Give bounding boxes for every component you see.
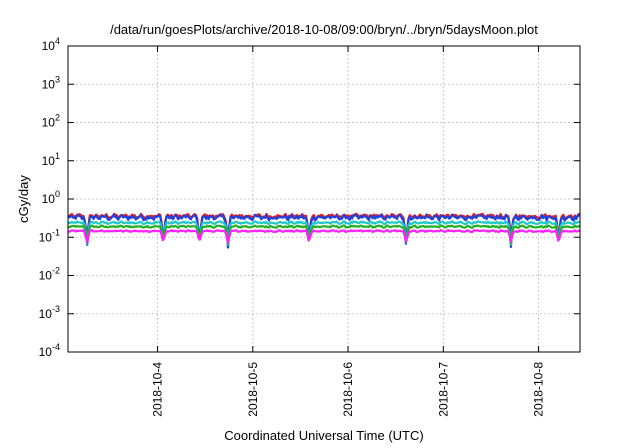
y-tick-base: 10 xyxy=(42,39,56,53)
y-tick-base: 10 xyxy=(42,77,56,91)
y-tick-exponent: 3 xyxy=(55,74,60,84)
y-tick-base: 10 xyxy=(39,307,53,321)
x-tick-label: 2018-10-8 xyxy=(532,362,546,417)
y-tick-exponent: 0 xyxy=(55,189,60,199)
x-tick-label: 2018-10-4 xyxy=(151,362,165,417)
chart-title: /data/run/goesPlots/archive/2018-10-08/0… xyxy=(110,22,538,37)
y-tick-exponent: 1 xyxy=(55,151,60,161)
y-tick-label: 100 xyxy=(42,189,60,206)
y-tick-label: 10-4 xyxy=(39,342,60,359)
y-tick-label: 104 xyxy=(42,36,60,53)
x-axis-label: Coordinated Universal Time (UTC) xyxy=(224,428,423,443)
y-tick-label: 101 xyxy=(42,151,60,168)
y-tick-label: 102 xyxy=(42,113,60,130)
x-tick-label: 2018-10-7 xyxy=(436,362,450,417)
y-tick-label: 10-2 xyxy=(39,266,60,283)
series-line xyxy=(67,220,581,246)
y-tick-exponent: 2 xyxy=(55,113,60,123)
y-tick-label: 10-3 xyxy=(39,304,60,321)
y-tick-base: 10 xyxy=(39,230,53,244)
y-tick-base: 10 xyxy=(42,154,56,168)
y-tick-label: 103 xyxy=(42,74,60,91)
y-tick-base: 10 xyxy=(39,269,53,283)
series-line xyxy=(67,224,581,245)
y-tick-label: 10-1 xyxy=(39,227,60,244)
y-tick-exponent: -4 xyxy=(52,342,60,352)
series-line xyxy=(67,229,580,244)
y-tick-base: 10 xyxy=(42,192,56,206)
x-tick-label: 2018-10-6 xyxy=(341,362,355,417)
grid xyxy=(68,46,580,352)
y-tick-base: 10 xyxy=(39,345,53,359)
y-tick-exponent: 4 xyxy=(55,36,60,46)
y-tick-base: 10 xyxy=(42,116,56,130)
series-line xyxy=(67,213,581,249)
x-axis: 2018-10-4 2018-10-5 2018-10-6 2018-10-7 2018… xyxy=(151,46,546,417)
y-tick-exponent: -1 xyxy=(52,227,60,237)
y-tick-exponent: -3 xyxy=(52,304,60,314)
series-layer xyxy=(67,212,581,249)
x-tick-label: 2018-10-5 xyxy=(246,362,260,417)
y-axis-label: cGy/day xyxy=(16,175,31,223)
y-tick-exponent: -2 xyxy=(52,266,60,276)
